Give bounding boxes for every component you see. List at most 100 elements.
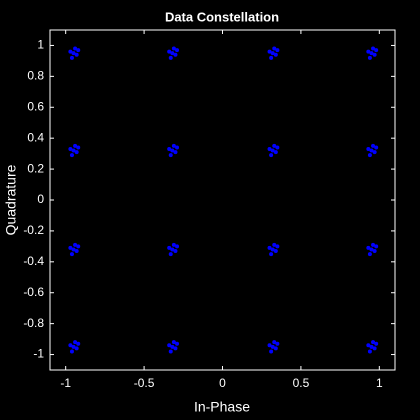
y-tick-label: 0.4 [27,130,44,144]
point [371,242,376,247]
point [366,49,371,54]
point [371,46,376,51]
point [168,252,173,257]
point [74,346,79,351]
point [173,150,178,155]
x-axis-label: In-Phase [194,399,250,415]
y-axis-label: Quadrature [3,164,19,235]
point [68,245,73,250]
point [173,52,178,57]
y-tick-label: 1 [37,38,44,52]
point [366,147,371,151]
point [76,244,81,249]
point [167,147,172,151]
point [269,153,274,158]
x-tick-label: 0 [219,376,226,390]
point [73,46,78,51]
point [71,51,76,56]
y-tick-label: 0 [37,192,44,206]
point [272,242,277,247]
point [175,244,180,249]
point [270,51,275,56]
point [170,51,175,56]
point [170,148,175,153]
point [168,153,173,158]
point [175,341,180,346]
plot-area [49,29,396,371]
point [267,245,272,250]
point [367,55,372,60]
point [371,340,376,345]
point [372,249,377,253]
point [372,52,377,57]
point [74,52,79,57]
point [275,341,280,346]
x-tick-label: 1 [376,376,383,390]
x-tick-label: -0.5 [134,376,155,390]
y-tick-label: 0.8 [27,69,44,83]
point [175,145,180,150]
point [275,48,280,53]
point [275,145,280,150]
point [374,48,379,53]
point [269,349,274,354]
point [272,46,277,51]
point [367,252,372,257]
point [372,150,377,155]
point [269,252,274,257]
point [273,249,278,253]
point [167,245,172,250]
point [273,52,278,57]
point [74,150,79,155]
point [369,51,374,56]
point [171,143,176,148]
point [170,344,175,349]
point [71,344,76,349]
point [171,46,176,51]
point [374,244,379,249]
y-tick-label: -0.6 [23,285,44,299]
x-tick-label: -1 [60,376,71,390]
y-tick-label: 0.2 [27,161,44,175]
x-tick-label: 0.5 [293,376,310,390]
point [68,147,73,151]
point [366,245,371,250]
point [167,343,172,348]
point [267,49,272,54]
point [74,249,79,253]
point [73,242,78,247]
point [76,145,81,150]
point [171,340,176,345]
point [167,49,172,54]
point [69,153,74,158]
point [366,343,371,348]
point [68,343,73,348]
y-tick-label: -1 [33,347,44,361]
point [374,145,379,150]
point [374,341,379,346]
y-tick-label: -0.2 [23,223,44,237]
point [171,242,176,247]
point [273,346,278,351]
point [369,148,374,153]
point [371,143,376,148]
point [69,252,74,257]
point [173,346,178,351]
point [170,247,175,252]
point [372,346,377,351]
point [267,147,272,151]
point [367,349,372,354]
point [267,343,272,348]
point [272,143,277,148]
point [270,247,275,252]
y-tick-label: -0.8 [23,316,44,330]
point [269,55,274,60]
point [73,143,78,148]
point [76,48,81,53]
y-tick-label: 0.6 [27,99,44,113]
point [275,244,280,249]
point [173,249,178,253]
point [68,49,73,54]
